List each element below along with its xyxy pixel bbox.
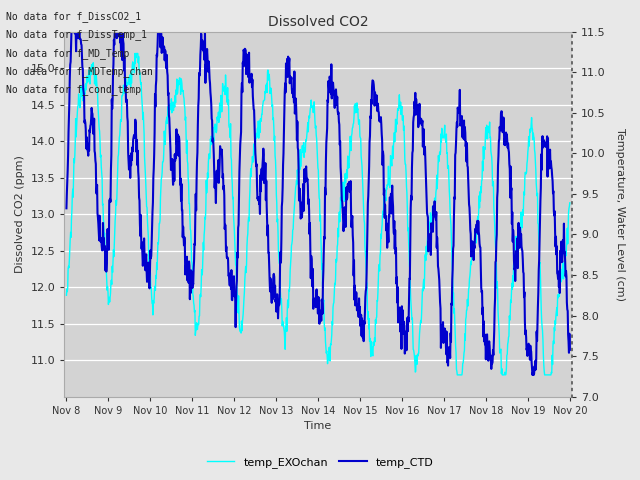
Legend: temp_EXOchan, temp_CTD: temp_EXOchan, temp_CTD	[202, 452, 438, 472]
Text: No data for f_MD_Temp: No data for f_MD_Temp	[6, 48, 130, 59]
temp_EXOchan	[148, 294, 156, 300]
temp_EXOchan	[328, 337, 335, 343]
temp_CTD	[529, 372, 536, 378]
Y-axis label: Dissolved CO2 (ppm): Dissolved CO2 (ppm)	[15, 155, 25, 273]
temp_EXOchan	[131, 50, 139, 56]
temp_CTD	[566, 347, 573, 353]
temp_CTD	[232, 284, 240, 289]
Text: No data for f_MDTemp_chan: No data for f_MDTemp_chan	[6, 66, 153, 77]
temp_EXOchan	[454, 372, 461, 378]
temp_EXOchan	[129, 66, 137, 72]
temp_CTD	[338, 197, 346, 203]
temp_EXOchan	[338, 187, 346, 192]
Text: No data for f_DissCO2_1: No data for f_DissCO2_1	[6, 11, 141, 22]
temp_CTD	[63, 205, 70, 211]
Line: temp_CTD: temp_CTD	[67, 32, 570, 375]
Text: No data for f_DissTemp_1: No data for f_DissTemp_1	[6, 29, 147, 40]
Y-axis label: Temperature, Water Level (cm): Temperature, Water Level (cm)	[615, 128, 625, 300]
temp_EXOchan	[566, 200, 573, 205]
temp_CTD	[130, 134, 138, 140]
temp_CTD	[148, 240, 156, 246]
Text: No data for f_cond_temp: No data for f_cond_temp	[6, 84, 141, 95]
temp_EXOchan	[63, 292, 70, 298]
X-axis label: Time: Time	[305, 421, 332, 432]
Title: Dissolved CO2: Dissolved CO2	[268, 15, 369, 29]
temp_CTD	[328, 61, 335, 67]
temp_EXOchan	[282, 347, 289, 352]
temp_CTD	[68, 29, 76, 35]
Line: temp_EXOchan: temp_EXOchan	[67, 53, 570, 375]
temp_EXOchan	[232, 276, 240, 282]
temp_CTD	[282, 81, 289, 86]
